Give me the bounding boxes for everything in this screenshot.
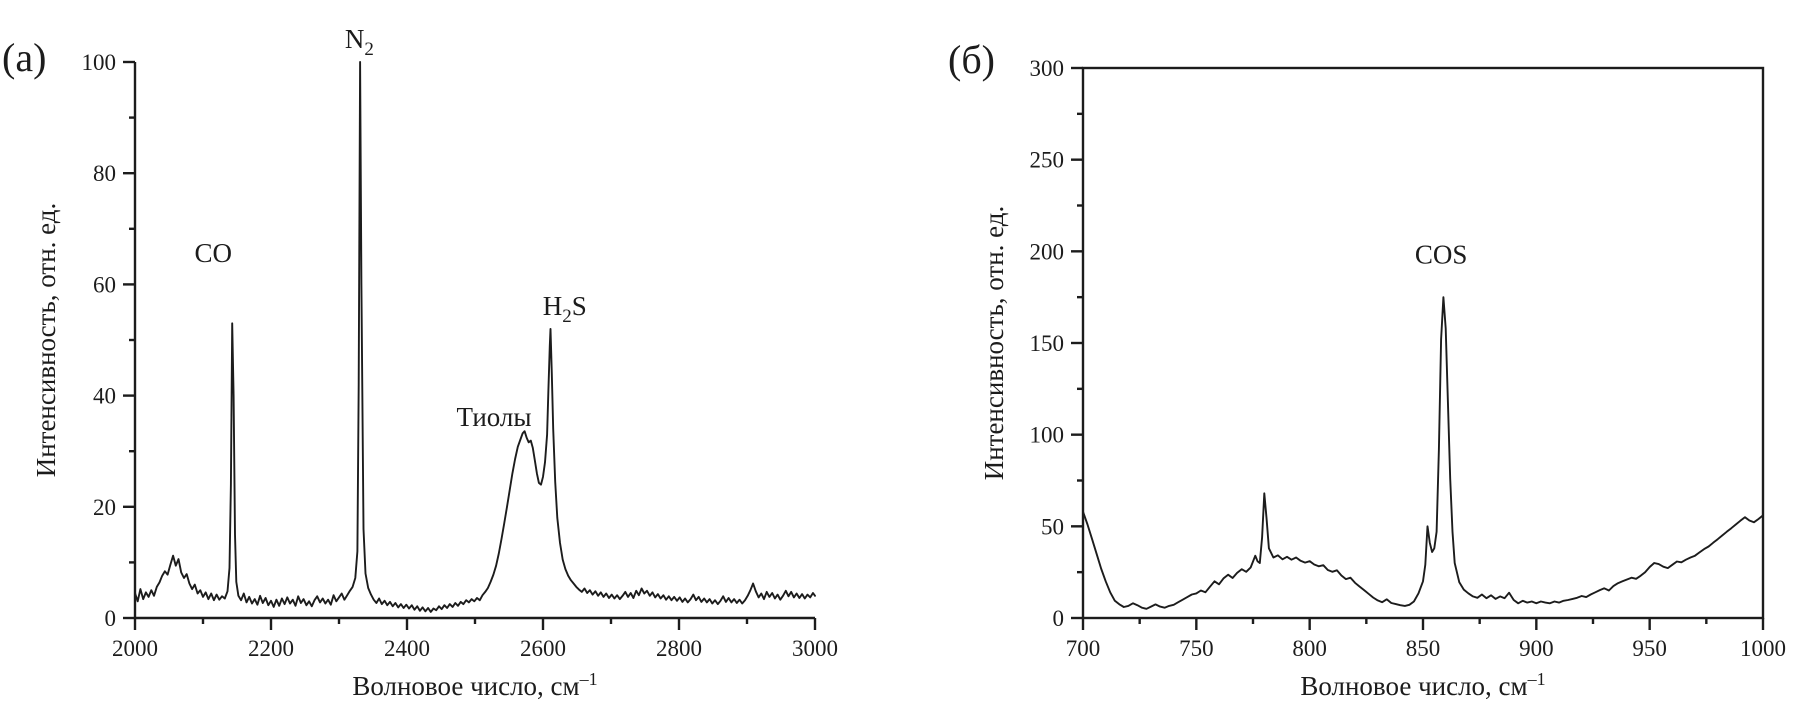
x-tick-label: 3000 <box>792 636 838 661</box>
x-tick-label: 2000 <box>112 636 158 661</box>
x-axis-title: Волновое число, см–1 <box>1300 669 1545 701</box>
tick-labels: 700 750 800 850 900 950 1000 0 50 100 150 200 250 300 <box>1030 56 1787 661</box>
plot-frame <box>1081 66 1765 620</box>
y-tick-label: 0 <box>1053 606 1065 631</box>
y-axis-title: Интенсивность, отн. ед. <box>31 203 61 478</box>
x-tick-label: 700 <box>1066 636 1101 661</box>
x-tick-label: 800 <box>1292 636 1327 661</box>
x-tick-label: 750 <box>1179 636 1214 661</box>
panel-label-a: (a) <box>2 35 47 80</box>
chart-a: 2000 2200 2400 2600 2800 3000 0 20 40 60 80 100 Волн… <box>31 24 838 701</box>
y-tick-label: 100 <box>1030 423 1065 448</box>
y-tick-label: 100 <box>82 50 117 75</box>
y-tick-label: 60 <box>93 272 116 297</box>
cos-region-spectrum-line <box>1082 296 1764 610</box>
y-axis-title: Интенсивность, отн. ед. <box>979 206 1009 481</box>
x-tick-label: 2200 <box>248 636 294 661</box>
y-tick-label: 40 <box>93 384 116 409</box>
axis-spine <box>133 62 815 620</box>
n2-peak-label: N2 <box>345 24 374 60</box>
x-tick-label: 1000 <box>1740 636 1786 661</box>
co-peak-label: CO <box>194 238 232 268</box>
x-tick-label: 2400 <box>384 636 430 661</box>
axis-ticks <box>123 60 817 630</box>
y-tick-label: 250 <box>1030 148 1065 173</box>
tick-labels: 2000 2200 2400 2600 2800 3000 0 20 40 60 80 100 <box>82 50 839 661</box>
x-tick-label: 850 <box>1406 636 1441 661</box>
y-tick-label: 200 <box>1030 239 1065 264</box>
thiols-peak-label: Тиолы <box>457 402 532 432</box>
y-tick-label: 80 <box>93 161 116 186</box>
y-tick-label: 300 <box>1030 56 1065 81</box>
h2s-peak-label: H2S <box>543 291 587 327</box>
axis-ticks <box>1071 66 1765 630</box>
gas-mixture-spectrum-line <box>134 61 816 613</box>
cos-peak-label: COS <box>1415 239 1468 269</box>
x-tick-label: 950 <box>1632 636 1667 661</box>
x-tick-label: 2600 <box>520 636 566 661</box>
x-tick-label: 2800 <box>656 636 702 661</box>
y-tick-label: 150 <box>1030 331 1065 356</box>
x-tick-label: 900 <box>1519 636 1554 661</box>
y-tick-label: 0 <box>105 606 117 631</box>
panel-label-b: (б) <box>948 37 995 82</box>
y-tick-label: 20 <box>93 495 116 520</box>
x-axis-title: Волновое число, см–1 <box>352 669 597 701</box>
y-tick-label: 50 <box>1041 514 1064 539</box>
chart-b: 700 750 800 850 900 950 1000 0 50 100 150 200 250 300… <box>979 56 1786 701</box>
